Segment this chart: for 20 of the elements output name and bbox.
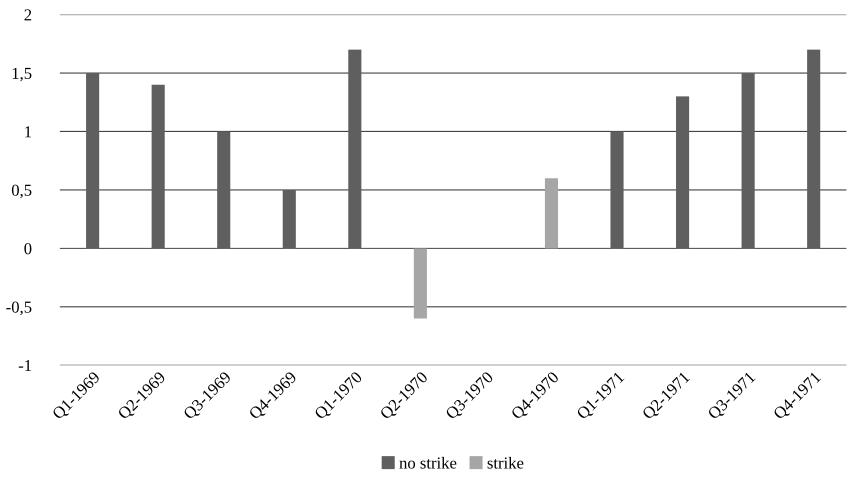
y-tick-label: 1,5: [12, 68, 32, 82]
y-tick-label: -0,5: [6, 302, 32, 316]
y-tick-label: 2: [24, 9, 32, 20]
bar: [742, 73, 755, 248]
bar: [152, 84, 165, 248]
legend-label: no strike: [399, 456, 456, 469]
y-tick-label: 1: [25, 126, 32, 138]
bar: [282, 190, 296, 248]
legend-label: strike: [488, 456, 524, 469]
y-tick-label: 0: [24, 243, 32, 254]
y-tick-label: 0,5: [12, 184, 32, 198]
bar: [807, 50, 820, 248]
bar: [86, 73, 100, 248]
bar: [676, 96, 690, 248]
bar: [414, 248, 427, 318]
bar: [348, 50, 362, 248]
bar: [217, 131, 230, 248]
bar: [610, 131, 624, 248]
bar: [544, 178, 558, 248]
y-tick-label: -1: [18, 360, 32, 372]
